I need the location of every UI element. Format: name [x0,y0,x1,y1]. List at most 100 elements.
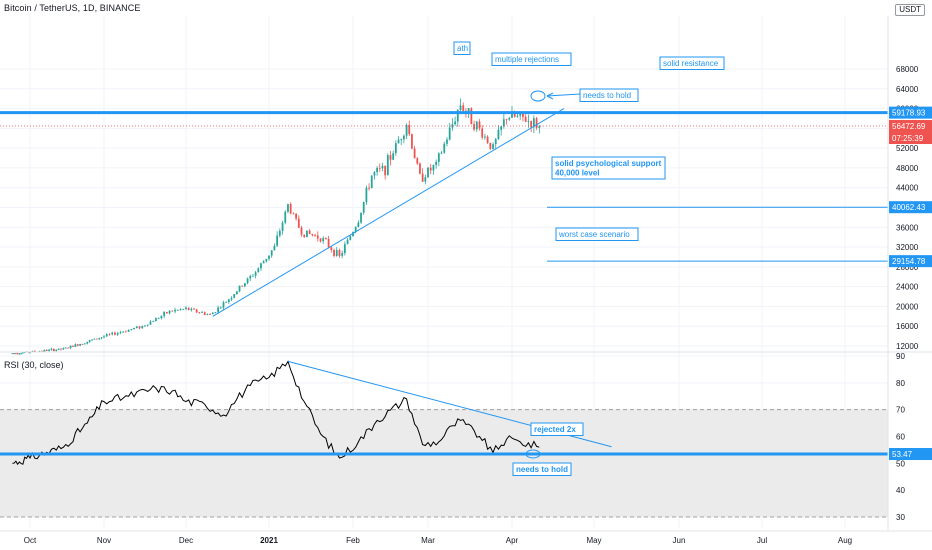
price-tick-label: 20000 [896,302,919,311]
candle-body [500,126,503,130]
annotation-multiple-rejections-text: multiple rejections [495,55,559,64]
candle-body [376,167,379,173]
candle-body [23,352,26,354]
rsi-tick-label: 90 [896,352,905,361]
candle-body [281,222,284,231]
candle-body [492,144,494,149]
candles-layer [11,98,541,355]
price-tick-label: 68000 [896,65,919,74]
candle-body [278,230,281,236]
chart-header: Bitcoin / TetherUS, 1D, BINANCE USDT [0,0,932,16]
candle-body [475,121,478,130]
candle-body [448,127,451,140]
hold-circle-price [530,90,546,102]
annotation-ath-text: ath [457,44,468,53]
candle-body [244,283,246,287]
candle-body [325,238,327,239]
candle-body [174,309,176,312]
annotation-worst-case-box [555,227,639,241]
candle-body [516,115,519,117]
label-countdown-bg [889,132,932,145]
currency-selector[interactable]: USDT [895,4,925,16]
candle-body [91,339,93,341]
candle-body [157,318,160,319]
rsi-band [0,409,888,517]
candle-body [284,211,287,223]
annotation-rejected-2x-text: rejected 2x [534,425,576,434]
candle-body [69,345,72,348]
time-tick-label: May [586,536,601,545]
candle-body [513,111,516,117]
label-support-40k-text: 40062.43 [892,203,926,212]
candle-body [308,230,311,234]
label-worst-case-text: 29154.78 [892,257,926,266]
candle-body [14,353,17,355]
candle-body [392,153,395,160]
candle-body [74,344,77,347]
candle-body [18,353,21,355]
label-worst-case-bg [889,255,932,268]
candle-body [241,285,244,287]
candle-body [327,238,330,248]
candle-body [494,139,497,145]
rsi-title: RSI (30, close) [4,360,64,370]
candle-body [467,108,470,113]
rsi-line-layer [12,360,540,466]
candle-body [233,294,236,298]
candle-body [429,167,432,171]
candle-body [341,253,344,256]
candle-body [50,348,53,350]
candle-body [349,236,352,240]
candle-body [459,105,462,110]
candle-body [93,338,96,340]
candle-body [427,167,429,178]
candle-body [246,278,249,284]
candle-body [105,334,108,337]
candle-body [368,187,370,189]
candle-body [451,124,454,128]
candle-body [168,310,171,314]
candle-body [79,344,82,346]
candle-body [190,308,193,311]
price-tick-label: 64000 [896,85,919,94]
annotation-solid-resistance-box [659,56,725,70]
candle-body [203,312,206,315]
label-countdown-text: 07:25:39 [892,134,924,143]
price-tick-label: 24000 [896,283,919,292]
candle-body [511,111,513,118]
candle-body [33,351,36,352]
hold-circle-rsi [525,449,541,459]
candle-body [276,235,279,246]
candle-body [182,309,185,310]
candle-body [381,165,384,169]
price-tick-label: 36000 [896,223,919,232]
time-tick-label: Mar [421,536,435,545]
candle-body [462,105,465,111]
candle-body [373,172,376,176]
candle-body [338,250,341,256]
candle-body [171,310,174,312]
candle-body [217,307,220,313]
rsi-tick-label: 50 [896,459,905,468]
price-tick-label: 44000 [896,184,919,193]
candle-body [262,261,265,264]
candle-body [165,311,168,314]
candle-body [378,167,381,169]
candle-body [530,121,533,128]
candle-body [424,177,427,182]
candle-body [454,121,456,125]
label-last-price-text: 56472.69 [892,122,926,131]
candle-body [386,155,389,176]
candle-body [62,348,65,350]
candle-body [176,309,179,311]
candle-body [88,340,91,342]
price-tick-label: 28000 [896,263,919,272]
candle-body [538,126,541,128]
candle-body [179,309,182,310]
candle-body [306,230,308,238]
rsi-tick-label: 40 [896,486,905,495]
candle-body [81,344,84,345]
annotation-worst-case: worst case scenario [555,227,639,241]
candle-body [222,302,225,308]
